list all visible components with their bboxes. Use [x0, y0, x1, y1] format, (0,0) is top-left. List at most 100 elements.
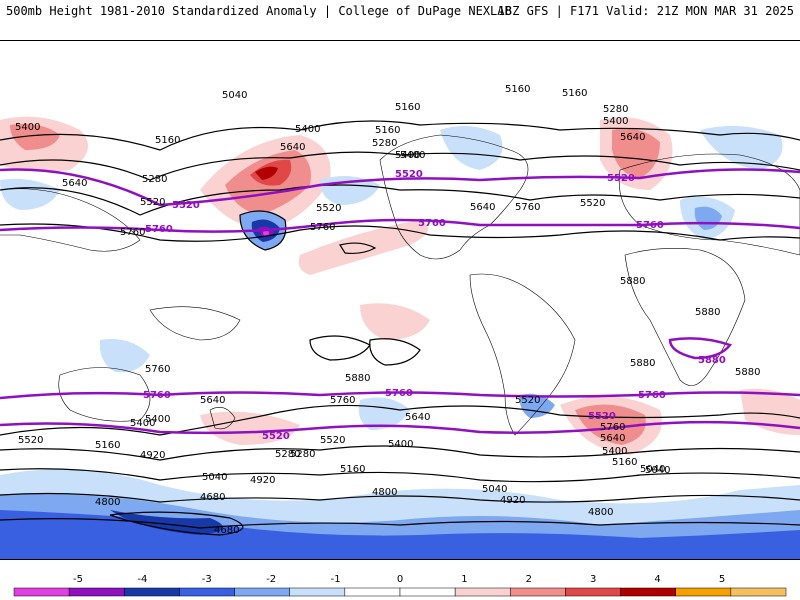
contour-label: 5640 [280, 142, 305, 153]
map-frame [0, 40, 800, 560]
colorbar-swatch [124, 587, 180, 597]
contour-label: 5280 [603, 104, 628, 115]
colorbar-swatch [289, 587, 346, 597]
contour-label: 5880 [620, 276, 645, 287]
height-contours [0, 120, 800, 536]
key-contour-label: 5520 [588, 411, 616, 422]
contour-label: 5160 [95, 440, 120, 451]
contour-label: 5400 [145, 414, 170, 425]
contour-label: 5760 [310, 222, 335, 233]
colorbar-tick-label: -1 [331, 574, 341, 585]
colorbar-tick-label: -5 [73, 574, 83, 585]
colorbar-swatch [68, 587, 125, 597]
colorbar-tick-label: -2 [266, 574, 276, 585]
contour-label: 5520 [316, 203, 341, 214]
anomaly-map: 5040 5160 5160 5160 5400 5400 5400 5160 … [0, 40, 800, 560]
contour-label: 5880 [345, 373, 370, 384]
contour-label: 5400 [602, 446, 627, 457]
colorbar-tick-label: 5 [719, 574, 725, 585]
colorbar-swatch [344, 587, 401, 597]
colorbar-swatch [565, 587, 621, 597]
colorbar-tick-label: 4 [654, 574, 660, 585]
key-height-contours [0, 168, 800, 435]
colorbar-swatch [13, 587, 70, 597]
key-contour-label: 5760 [143, 390, 171, 401]
contour-label: 5280 [142, 174, 167, 185]
key-contour-label: 5880 [698, 355, 726, 366]
contour-label: 5400 [400, 150, 425, 161]
colorbar-swatch [179, 587, 235, 597]
colorbar-tick-label: -4 [137, 574, 147, 585]
contour-label: 5400 [15, 122, 40, 133]
key-contour-label: 5520 [262, 431, 290, 442]
colorbar-swatch [730, 587, 787, 597]
contour-label: 5640 [620, 132, 645, 143]
contour-label: 5520 [18, 435, 43, 446]
contour-label: 4680 [200, 492, 225, 503]
contour-label: 4920 [250, 475, 275, 486]
contour-label: 5160 [505, 84, 530, 95]
contour-label: 5880 [735, 367, 760, 378]
contour-label: 4920 [500, 495, 525, 506]
contour-label: 5520 [580, 198, 605, 209]
contour-label: 5160 [340, 464, 365, 475]
contour-label: 5880 [695, 307, 720, 318]
colorbar-tick-label: 0 [397, 574, 403, 585]
contour-label: 5520 [515, 395, 540, 406]
contour-label: 5160 [155, 135, 180, 146]
contour-label: 5640 [62, 178, 87, 189]
contour-label: 5760 [145, 364, 170, 375]
key-contour-label: 5520 [172, 200, 200, 211]
model-valid-time: 18Z GFS | F171 Valid: 21Z MON MAR 31 202… [497, 4, 794, 18]
colorbar-tick-label: 3 [590, 574, 596, 585]
contour-label: 5160 [375, 125, 400, 136]
contour-label: 5040 [222, 90, 247, 101]
colorbar-swatch [675, 587, 732, 597]
contour-label: 5040 [640, 464, 665, 475]
colorbar: -5 -4 -3 -2 -1 0 1 2 3 4 5 [13, 574, 787, 597]
contour-label: 5400 [388, 439, 413, 450]
contour-label: 4680 [214, 525, 239, 536]
contour-label: 5280 [372, 138, 397, 149]
contour-label: 4800 [95, 497, 120, 508]
contour-label: 5880 [630, 358, 655, 369]
contour-label: 5640 [200, 395, 225, 406]
key-contour-label: 5520 [395, 169, 423, 180]
contour-label: 5160 [612, 457, 637, 468]
colorbar-swatch [399, 587, 456, 597]
contour-label: 5520 [140, 197, 165, 208]
contour-label: 5280 [290, 449, 315, 460]
contour-label: 5040 [645, 465, 670, 476]
key-contour-label: 5520 [607, 173, 635, 184]
contour-label: 5040 [202, 472, 227, 483]
contour-label: 5160 [562, 88, 587, 99]
contour-label: 5640 [470, 202, 495, 213]
contour-label: 5640 [600, 433, 625, 444]
contour-label: 4920 [140, 450, 165, 461]
contour-label: 5760 [330, 395, 355, 406]
contour-label: 5520 [320, 435, 345, 446]
contour-label: 5400 [130, 418, 155, 429]
key-contour-label: 5760 [145, 224, 173, 235]
key-contour-label: 5760 [385, 388, 413, 399]
map-title: 500mb Height 1981-2010 Standardized Anom… [6, 4, 512, 18]
contour-label: 5400 [295, 124, 320, 135]
contour-label: 5640 [405, 412, 430, 423]
colorbar-swatch [234, 587, 290, 597]
contour-label: 5400 [603, 116, 628, 127]
contour-label: 5160 [395, 102, 420, 113]
colorbar-swatch [620, 587, 676, 597]
contour-label: 5040 [482, 484, 507, 495]
contour-label: 4800 [588, 507, 613, 518]
key-contour-label: 5760 [418, 218, 446, 229]
colorbar-tick-label: -3 [202, 574, 212, 585]
contour-label: 5760 [120, 227, 145, 238]
east-pacific-positive-anomaly [298, 220, 428, 275]
colorbar-swatch [510, 587, 566, 597]
colorbar-tick-label: 1 [461, 574, 467, 585]
contour-label: 5280 [275, 449, 300, 460]
colorbar-tick-label: 2 [526, 574, 532, 585]
contour-label: 5760 [600, 422, 625, 433]
contour-label: 5400 [395, 150, 420, 161]
contour-label: 5760 [515, 202, 540, 213]
